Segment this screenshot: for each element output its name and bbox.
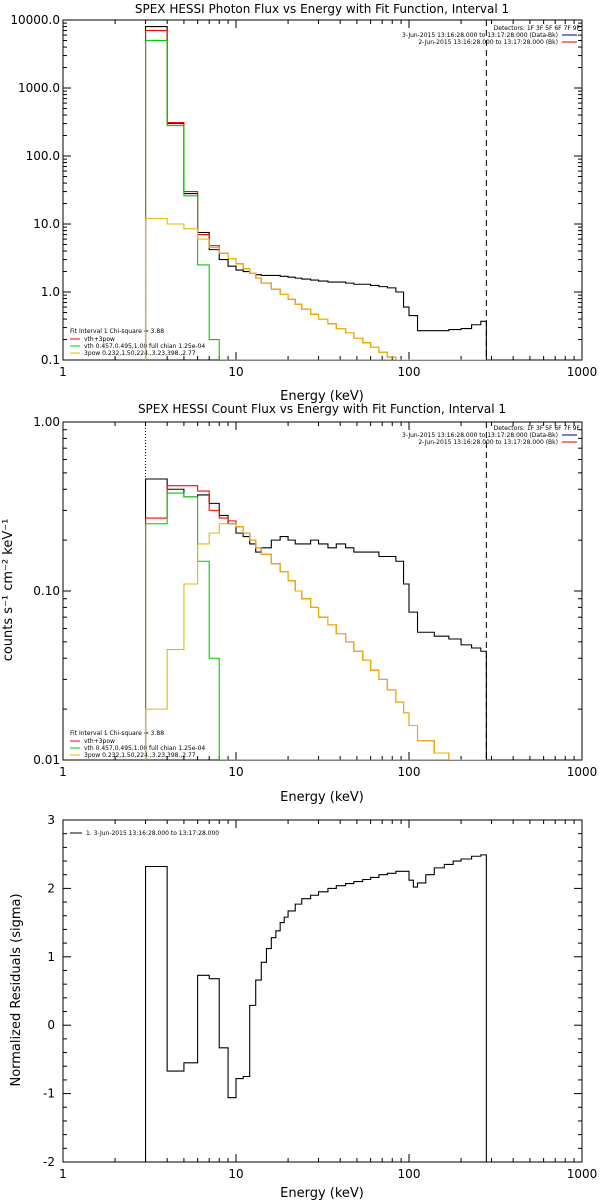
count-flux-x-tick-label: 1 [59,765,67,779]
count-flux-time-range-data: 3-Jun-2015 13:16:28.000 to 13:17:28.000 … [402,432,558,439]
residuals-y-tick-label: 3 [47,813,55,827]
residuals-y-tick-label: -1 [43,1087,55,1101]
photon-flux-y-tick-label: 10000.0 [10,13,60,27]
residuals-xlabel: Energy (keV) [280,1186,364,1200]
count-flux-x-tick-label: 1000 [567,765,598,779]
residuals-y-tick-label: -2 [43,1155,55,1169]
photon-flux-x-tick-label: 10 [228,365,243,379]
residuals-x-tick-label: 1000 [567,1167,598,1181]
count-flux-x-tick-label: 10 [228,765,243,779]
photon-flux-series-vth [144,39,487,360]
count-flux-series-data [144,478,487,760]
photon-flux-fit-legend: Fit Interval 1 Chi-square = 3.88 vth+3po… [70,328,205,357]
photon-flux-y-tick-label: 1000.0 [18,81,60,95]
count-flux-ylabel: counts s⁻¹ cm⁻² keV⁻¹ [1,519,16,662]
residuals-ylabel: Normalized Residuals (sigma) [9,893,24,1086]
count-flux-xlabel: Energy (keV) [280,790,364,805]
count-flux-time-legend: 3-Jun-2015 13:16:28.000 to 13:17:28.000 … [402,432,577,446]
count-flux-y-tick-label: 0.10 [33,584,60,598]
residuals-plot-frame [62,819,583,1163]
photon-flux-fit-entry-pow: 3pow 0.232,1.50,224.,3.23,398.,2.77 [84,350,196,357]
residuals-y-ticks: -2 -1 0 1 2 3 [43,813,582,1169]
photon-flux-detectors: Detectors: 1F 3F 5F 6F 7F 9F [494,25,581,32]
count-flux-panel: SPEX HESSI Count Flux vs Energy with Fit… [1,402,597,805]
photon-flux-time-range-bk: 2-Jun-2015 13:16:28.000 to 13:17:28.000 … [418,39,558,46]
photon-flux-y-tick-label: 10.0 [33,217,60,231]
residuals-x-ticks: 1 10 100 1000 [59,820,597,1181]
residuals-panel: Energy (keV) Normalized Residuals (sigma… [9,813,597,1200]
photon-flux-panel: SPEX HESSI Photon Flux vs Energy with Fi… [10,2,597,404]
residuals-y-tick-label: 1 [47,950,55,964]
residuals-series-residuals [144,854,487,1162]
count-flux-y-ticks: 0.01 0.10 1.00 [33,415,582,767]
photon-flux-time-legend: 3-Jun-2015 13:16:28.000 to 13:17:28.000 … [402,32,577,46]
photon-flux-y-tick-label: 100.0 [26,149,60,163]
count-flux-y-tick-label: 0.01 [33,753,60,767]
count-flux-x-tick-label: 100 [398,765,421,779]
count-flux-fit-entry-pow: 3pow 0.232,1.50,224.,3.23,398.,2.77 [84,752,196,759]
count-flux-y-tick-label: 1.00 [33,415,60,429]
photon-flux-x-ticks: 1 10 100 1000 [59,20,597,379]
photon-flux-y-tick-label: 1.0 [41,285,60,299]
residuals-legend-text: 1. 3-Jun-2015 13:16:28.000 to 13:17:28.0… [86,830,219,837]
residuals-x-tick-label: 100 [398,1167,421,1181]
photon-flux-title: SPEX HESSI Photon Flux vs Energy with Fi… [135,2,509,16]
count-flux-fit-header: Fit Interval 1 Chi-square = 3.88 [70,730,164,737]
count-flux-fit-entry-vth: vth 0.457,0.495,1.00 full chian 1.25e-04 [84,745,205,752]
residuals-y-tick-label: 2 [47,881,55,895]
residuals-legend: 1. 3-Jun-2015 13:16:28.000 to 13:17:28.0… [70,830,219,837]
count-flux-detectors: Detectors: 1F 3F 5F 6F 7F 9F [494,425,581,432]
count-flux-fit-entry-total: vth+3pow [84,738,115,745]
photon-flux-series-3pow [144,218,487,360]
photon-flux-x-tick-label: 100 [398,365,421,379]
count-flux-title: SPEX HESSI Count Flux vs Energy with Fit… [138,402,506,416]
photon-flux-fit-header: Fit Interval 1 Chi-square = 3.88 [70,328,164,335]
residuals-y-tick-label: 0 [47,1018,55,1032]
photon-flux-xlabel: Energy (keV) [280,389,364,404]
residuals-x-tick-label: 1 [59,1167,67,1181]
count-flux-fit-legend: Fit Interval 1 Chi-square = 3.88 vth+3po… [70,730,205,759]
photon-flux-fit-entry-total: vth+3pow [84,336,115,343]
photon-flux-y-tick-label: 0.1 [41,353,60,367]
residuals-x-tick-label: 10 [228,1167,243,1181]
photon-flux-x-tick-label: 1000 [567,365,598,379]
photon-flux-time-range-data: 3-Jun-2015 13:16:28.000 to 13:17:28.000 … [402,32,558,39]
count-flux-time-range-bk: 2-Jun-2015 13:16:28.000 to 13:17:28.000 … [418,439,558,446]
photon-flux-y-ticks: 0.1 1.0 10.0 100.0 1000.0 10000.0 [10,13,582,367]
photon-flux-x-tick-label: 1 [59,365,67,379]
photon-flux-fit-entry-vth: vth 0.457,0.495,1.00 full chian 1.25e-04 [84,343,205,350]
photon-flux-series-data [144,26,487,360]
count-flux-series-3pow [144,523,487,760]
